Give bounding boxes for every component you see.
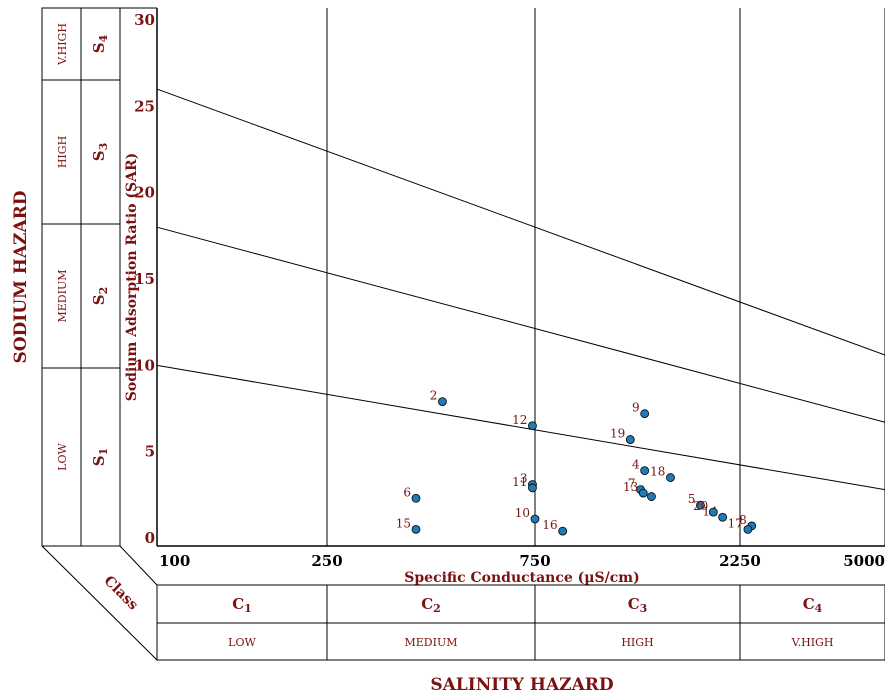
plot-frame [156, 8, 885, 547]
data-point [558, 526, 568, 536]
x-tick-label: 2250 [719, 552, 761, 570]
data-point-label: 8 [739, 513, 747, 527]
data-point [718, 512, 728, 522]
data-point-label: 19 [610, 427, 625, 441]
data-point [411, 493, 421, 503]
y-tick-label: 0 [145, 529, 155, 547]
x-axis-label: Specific Conductance (µS/cm) [404, 570, 639, 586]
data-point-label: 5 [688, 492, 696, 506]
salinity-class-code: C3 [628, 595, 648, 615]
x-tick-labels: 100 250 750 2250 5000 [159, 552, 885, 570]
boundary-line-2 [156, 226, 885, 423]
data-point-label: 17 [728, 516, 743, 530]
data-point [638, 488, 648, 498]
y-tick-label: 20 [134, 184, 155, 202]
y-tick-label: 25 [134, 97, 155, 115]
data-point [438, 397, 447, 406]
data-point-label: 13 [623, 480, 638, 494]
data-point [743, 524, 753, 534]
sodium-class-labels: LOW S1 MEDIUM S2 HIGH S3 V.HIGH S4 [56, 23, 110, 471]
sodium-level-label: HIGH [56, 136, 69, 168]
data-point-label: 18 [650, 465, 665, 479]
y-tick-label: 5 [145, 443, 155, 461]
salinity-class-code: C2 [421, 595, 441, 615]
data-point [640, 466, 650, 476]
salinity-class-labels: C1 LOW C2 MEDIUM C3 HIGH C4 V.HIGH [228, 595, 833, 649]
salinity-level-label: LOW [228, 636, 256, 649]
data-point [528, 421, 537, 431]
data-point-label: 3 [520, 471, 528, 485]
y-tick-label: 15 [134, 270, 155, 288]
data-point [666, 473, 675, 482]
y-tick-label: 10 [134, 356, 155, 374]
data-point [640, 409, 650, 419]
data-point [647, 492, 656, 501]
data-point [528, 483, 537, 493]
salinity-level-label: HIGH [621, 636, 653, 649]
y-tick-labels: 0 5 10 15 20 25 30 [134, 11, 155, 547]
boundary-line-3 [156, 364, 885, 491]
data-points: 1234567891011121314151617181920 [396, 389, 757, 536]
salinity-hazard-title: SALINITY HAZARD [430, 675, 614, 695]
salinity-class-code: C1 [232, 595, 252, 615]
x-tick-label: 100 [159, 552, 190, 570]
sodium-class-code: S1 [90, 448, 110, 467]
data-point-label: 6 [403, 485, 411, 499]
sodium-level-label: V.HIGH [56, 23, 69, 66]
x-tick-label: 750 [519, 552, 550, 570]
data-point-label: 15 [396, 516, 411, 530]
sodium-class-code: S2 [90, 287, 110, 306]
data-point-label: 12 [512, 413, 527, 427]
data-point-label: 20 [693, 499, 708, 513]
y-axis-label: Sodium Adsorption Ratio (SAR) [124, 153, 140, 402]
data-point-label: 4 [632, 458, 640, 472]
data-point [625, 435, 635, 444]
x-tick-label: 250 [311, 552, 342, 570]
data-point-label: 9 [632, 401, 640, 415]
data-point-label: 10 [515, 506, 530, 520]
hazard-boundary-lines [156, 88, 885, 491]
data-point-label: 11 [512, 475, 527, 489]
data-point-label: 2 [430, 389, 438, 403]
salinity-level-label: V.HIGH [791, 636, 834, 649]
vertical-gridlines [326, 8, 885, 546]
data-point [530, 514, 540, 524]
salinity-class-code: C4 [803, 595, 823, 615]
data-point-label: 7 [628, 477, 636, 491]
boundary-line-1 [156, 88, 885, 356]
data-point [696, 500, 705, 510]
sodium-level-label: LOW [56, 442, 69, 470]
sodium-hazard-title: SODIUM HAZARD [11, 190, 31, 363]
data-point-label: 16 [542, 518, 557, 532]
salinity-hazard-table [41, 545, 885, 661]
sodium-class-code: S3 [90, 143, 110, 162]
sodium-class-code: S4 [90, 34, 110, 53]
x-tick-label: 5000 [843, 552, 885, 570]
salinity-level-label: MEDIUM [405, 636, 458, 649]
sodium-level-label: MEDIUM [56, 270, 69, 323]
sodium-hazard-table [41, 7, 157, 547]
class-label: Class [101, 573, 142, 614]
data-point [708, 507, 718, 517]
data-point [411, 524, 421, 534]
y-tick-label: 30 [134, 11, 155, 29]
